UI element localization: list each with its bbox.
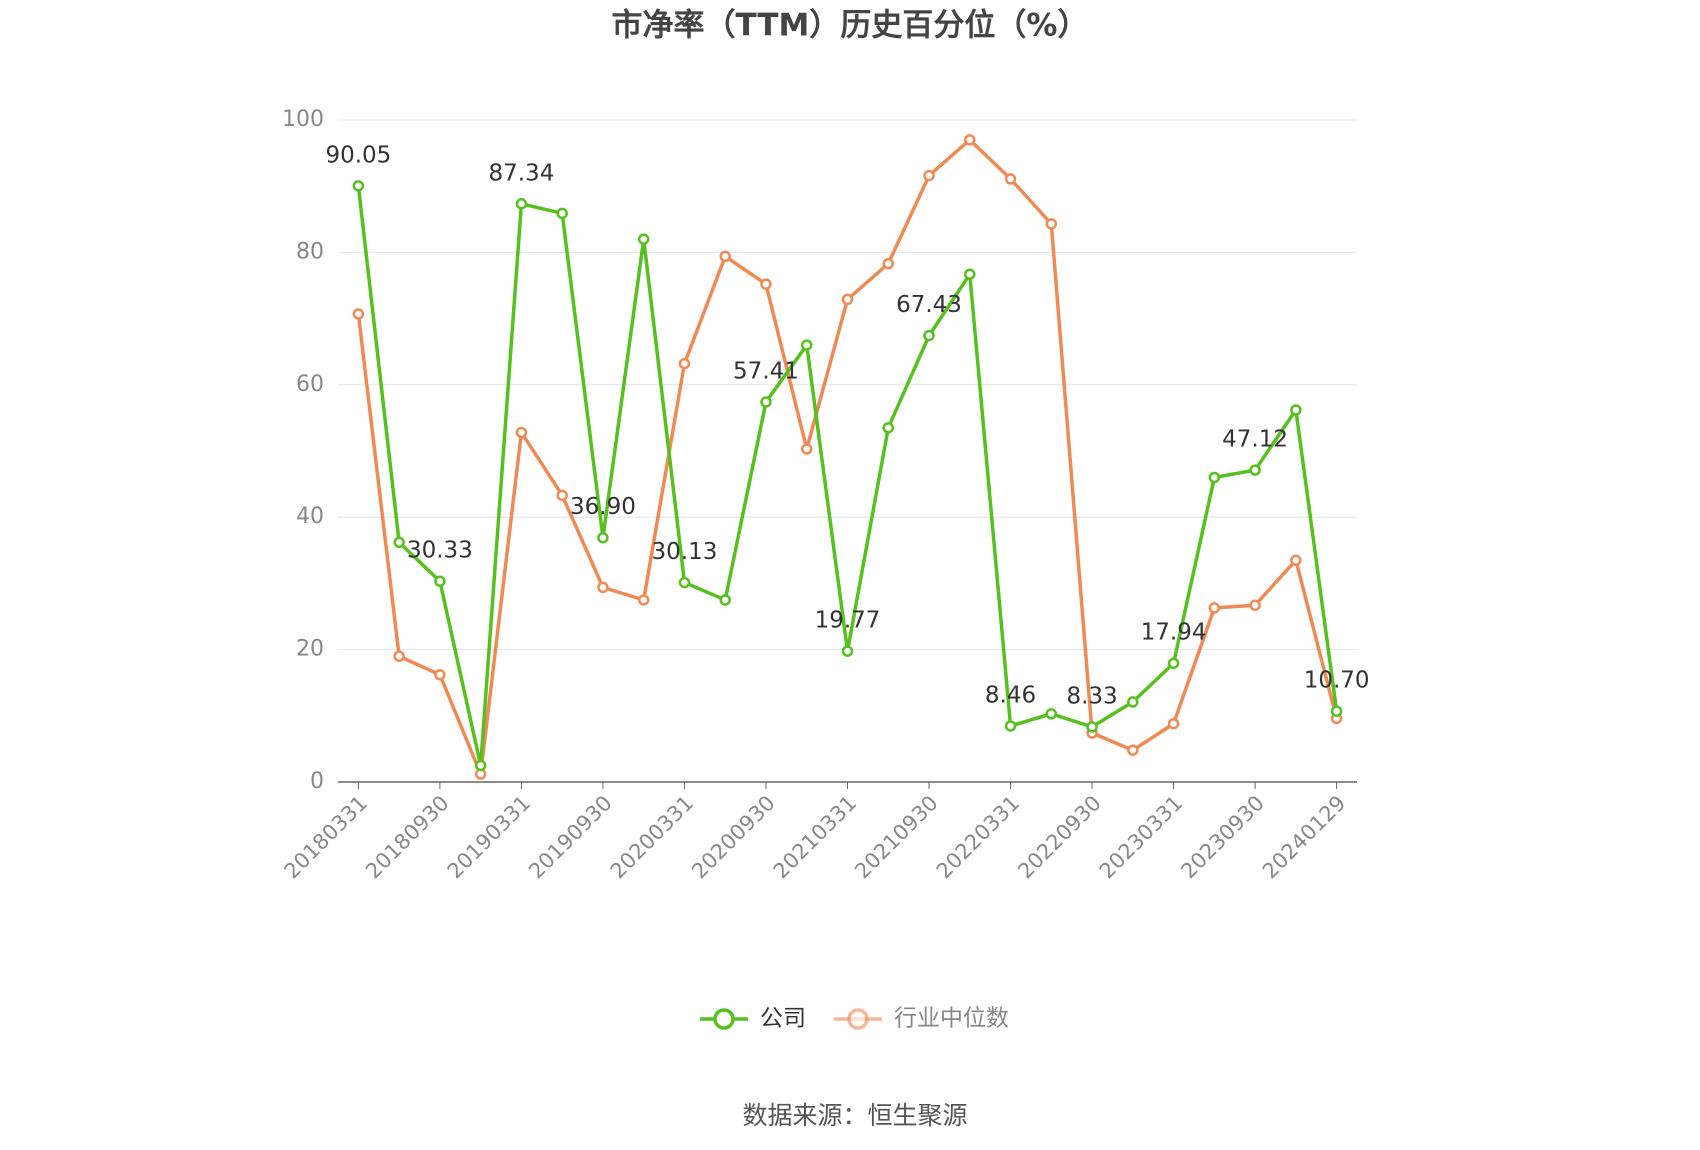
data-point (1167, 717, 1180, 730)
data-point (556, 489, 568, 502)
data-point (1167, 657, 1180, 669)
data-point (678, 576, 691, 589)
data-point (923, 169, 935, 182)
y-tick-label: 80 (296, 239, 324, 264)
data-point (1045, 708, 1058, 720)
data-point (964, 134, 976, 146)
data-point (434, 575, 446, 587)
data-point (474, 759, 487, 772)
y-tick-label: 60 (296, 372, 324, 397)
data-point (637, 594, 650, 606)
x-tick-label: 20230331 (1095, 791, 1188, 884)
data-point (1045, 218, 1058, 230)
data-label: 36.90 (570, 494, 636, 520)
data-point (515, 198, 528, 210)
data-point (556, 207, 568, 220)
data-label: 57.41 (733, 358, 799, 384)
data-point (597, 581, 609, 594)
y-tick-label: 20 (296, 637, 324, 662)
data-point (678, 357, 691, 370)
data-label: 10.70 (1304, 668, 1370, 694)
data-point (1208, 602, 1221, 614)
data-point (760, 278, 772, 290)
data-point (923, 329, 935, 342)
data-point (515, 426, 528, 439)
data-point (1290, 554, 1302, 566)
x-tick-label: 20230930 (1176, 791, 1269, 884)
x-tick-label: 20210930 (850, 791, 943, 884)
data-label: 67.43 (896, 292, 962, 318)
data-point (1330, 705, 1343, 717)
data-label: 30.33 (407, 538, 473, 564)
data-point (719, 250, 731, 263)
data-point (1086, 721, 1098, 733)
x-tick-label: 20220331 (932, 791, 1025, 884)
data-point (800, 339, 813, 351)
data-point (1004, 173, 1017, 185)
x-tick-label: 20240129 (1258, 791, 1351, 884)
x-tick-label: 20220930 (1013, 791, 1106, 884)
data-point (1249, 599, 1261, 611)
data-point (637, 233, 650, 245)
data-point (393, 536, 405, 549)
legend-marker (847, 1008, 869, 1030)
data-label: 8.33 (1066, 683, 1117, 709)
data-point (964, 268, 976, 280)
x-tick-label: 20210331 (769, 791, 862, 884)
data-point (597, 531, 609, 544)
data-point (760, 396, 772, 408)
data-point (352, 180, 365, 192)
x-tick-label: 20180331 (280, 791, 373, 884)
data-label: 8.46 (985, 682, 1036, 708)
x-tick-label: 20190331 (443, 791, 536, 884)
data-point (352, 308, 365, 320)
data-point (719, 594, 731, 606)
data-point (1208, 471, 1221, 484)
data-point (1290, 404, 1302, 416)
chart-title: 市净率（TTM）历史百分位（%） (612, 8, 1089, 44)
y-tick-label: 100 (282, 107, 324, 132)
data-point (841, 645, 854, 657)
data-label: 30.13 (652, 539, 718, 565)
data-label: 17.94 (1141, 620, 1207, 646)
y-tick-label: 40 (296, 504, 324, 529)
data-point (882, 422, 895, 434)
x-tick-label: 20200331 (606, 791, 699, 884)
data-point (434, 669, 446, 681)
data-point (393, 650, 405, 662)
source-note: 数据来源：恒生聚源 (742, 1101, 967, 1130)
data-point (800, 443, 813, 455)
legend-label: 公司 (760, 1006, 806, 1032)
data-label: 87.34 (488, 160, 554, 186)
data-point (1004, 720, 1017, 732)
x-tick-label: 20190930 (524, 791, 617, 884)
legend-label: 行业中位数 (894, 1006, 1009, 1032)
series-line (356, 138, 1339, 776)
data-label: 90.05 (325, 142, 391, 168)
data-point (1249, 464, 1261, 476)
data-point (882, 257, 895, 270)
legend-marker (713, 1008, 735, 1030)
y-tick-label: 0 (310, 769, 324, 794)
x-tick-label: 20180930 (361, 791, 454, 884)
data-point (1127, 696, 1139, 708)
data-label: 47.12 (1222, 427, 1288, 453)
data-label: 19.77 (815, 608, 881, 634)
data-point (1127, 744, 1139, 756)
data-point (841, 293, 854, 306)
x-tick-label: 20200930 (687, 791, 780, 884)
